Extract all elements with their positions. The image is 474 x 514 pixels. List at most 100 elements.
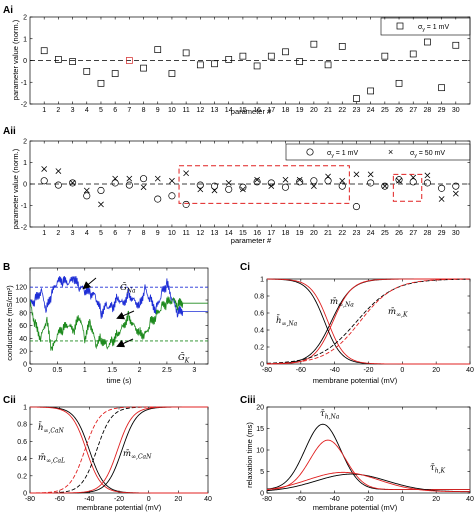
aii-point-cross bbox=[69, 180, 76, 186]
ai-point bbox=[40, 47, 48, 55]
ci-ytick-label: 1 bbox=[260, 277, 264, 284]
ci-xtick-label: 0 bbox=[400, 367, 404, 374]
aii-xtick-label: 21 bbox=[324, 230, 332, 237]
aii-xtick-label: 27 bbox=[409, 230, 417, 237]
ai-ytick-label: 0 bbox=[23, 58, 27, 65]
aii-ytick-label: -2 bbox=[21, 225, 27, 232]
cii-curve-3 bbox=[29, 406, 208, 494]
ai-point bbox=[55, 56, 62, 63]
ai-point bbox=[282, 48, 289, 56]
aii-xtick-label: 6 bbox=[113, 230, 117, 237]
aii-xtick-label: 18 bbox=[282, 230, 290, 237]
ci-axes: -80 -60 -40 -20 0 20 40 0 0.2 0.4 0.6 0.8 1 bbox=[254, 277, 474, 375]
aii-point-cross bbox=[254, 176, 260, 183]
cii-xtick-label: -20 bbox=[114, 496, 124, 503]
ai-legend: σy = 1 mV bbox=[380, 17, 471, 36]
aii-xtick-label: 15 bbox=[239, 230, 247, 237]
b-ytick-label: 120 bbox=[15, 285, 27, 292]
aii-point-circle bbox=[83, 192, 91, 200]
ai-point bbox=[296, 58, 304, 65]
b-xtick-label: 1.5 bbox=[107, 367, 117, 374]
ai-xtick-label: 25 bbox=[381, 107, 389, 114]
aii-point-cross bbox=[183, 170, 190, 177]
aii-point-cross bbox=[98, 201, 104, 208]
aii-ytick-label: 2 bbox=[23, 139, 27, 146]
cii-ytick-label: 0.4 bbox=[17, 456, 27, 463]
aii-point-cross bbox=[225, 180, 232, 186]
ciii-xtick-label: 40 bbox=[466, 496, 474, 503]
ciii-xtick-label: -80 bbox=[262, 496, 272, 503]
aii-xtick-label: 26 bbox=[395, 230, 403, 237]
aii-point-circle bbox=[409, 178, 417, 186]
aii-xtick-label: 13 bbox=[211, 230, 219, 237]
aii-point-cross bbox=[367, 171, 374, 178]
b-label-gna: ḠNa bbox=[120, 281, 136, 295]
ciii-xtick-label: -60 bbox=[296, 496, 306, 503]
b-arrow-3 bbox=[116, 338, 134, 348]
aii-xtick-label: 23 bbox=[353, 230, 361, 237]
ai-point bbox=[225, 56, 233, 63]
ciii-ytick-label: 10 bbox=[256, 448, 264, 455]
b-trace-k bbox=[29, 296, 208, 351]
ai-point bbox=[111, 70, 119, 77]
ai-xtick-label: 27 bbox=[409, 107, 417, 114]
aii-point-cross bbox=[339, 177, 346, 184]
cii-xtick-label: 20 bbox=[174, 496, 182, 503]
ai-point bbox=[168, 70, 176, 77]
aii-point-circle bbox=[210, 182, 219, 190]
ai-xtick-label: 23 bbox=[353, 107, 361, 114]
aii-point-cross bbox=[410, 174, 417, 181]
ai-point bbox=[409, 50, 417, 58]
aii-xtick-label: 25 bbox=[381, 230, 389, 237]
aii-ytick-label: -1 bbox=[21, 203, 27, 210]
ai-xtick-label: 28 bbox=[424, 107, 432, 114]
ai-xtick-label: 15 bbox=[239, 107, 247, 114]
ai-xtick-label: 29 bbox=[438, 107, 446, 114]
b-trace-na bbox=[29, 275, 208, 319]
panel-label-cii: Cii bbox=[3, 395, 16, 406]
aii-xtick-label: 19 bbox=[296, 230, 304, 237]
aii-point-circle bbox=[139, 175, 148, 183]
aii-point-cross bbox=[282, 176, 289, 183]
aii-xlabel: parameter # bbox=[231, 236, 272, 245]
b-frame bbox=[29, 267, 209, 365]
ai-point bbox=[267, 52, 275, 60]
cii-axes: -80 -60 -40 -20 0 20 40 0 0.2 0.4 0.6 0.8 1 bbox=[17, 405, 212, 504]
aii-highlight-box bbox=[178, 165, 350, 204]
ai-xtick-label: 12 bbox=[196, 107, 204, 114]
b-xlabel: time (s) bbox=[107, 376, 133, 385]
aii-point-circle bbox=[423, 179, 431, 187]
ai-xtick-label: 14 bbox=[225, 107, 233, 114]
aii-point-cross bbox=[381, 183, 388, 190]
b-ytick-label: 60 bbox=[19, 323, 27, 330]
ciii-xtick-label: 0 bbox=[400, 496, 404, 503]
aii-point-circle bbox=[182, 200, 190, 208]
ai-point bbox=[154, 46, 162, 53]
ai-xtick-label: 11 bbox=[182, 107, 189, 114]
panel-label-ci: Ci bbox=[240, 262, 250, 273]
b-axes: 0 0.5 1 1.5 2 2.5 3 0 20 40 60 80 100 120 bbox=[15, 267, 209, 374]
cii-xlabel: membrane potential (mV) bbox=[77, 503, 162, 512]
cii-frame bbox=[29, 406, 209, 494]
aii-point-cross bbox=[310, 183, 317, 190]
aii-point-circle bbox=[97, 186, 105, 195]
aii-point-circle bbox=[196, 181, 204, 189]
aii-point-circle bbox=[381, 182, 389, 190]
ci-ytick-label: 0.8 bbox=[254, 294, 264, 301]
b-ylabel: conductance (mS/cm²) bbox=[5, 285, 14, 361]
ciii-label-tau-k: τ̄h,K bbox=[430, 463, 445, 475]
ai-xtick-label: 3 bbox=[71, 107, 75, 114]
aii-point-cross bbox=[112, 175, 119, 182]
aii-xtick-label: 7 bbox=[127, 230, 131, 237]
ai-point bbox=[211, 60, 218, 68]
ai-xtick-label: 13 bbox=[211, 107, 219, 114]
b-ytick-label: 0 bbox=[23, 362, 27, 369]
aii-point-circle bbox=[367, 179, 375, 187]
b-label-gk: ḠK bbox=[178, 351, 190, 365]
ci-xtick-label: -40 bbox=[330, 367, 340, 374]
b-xtick-label: 0.5 bbox=[53, 367, 63, 374]
ai-ytick-label: 2 bbox=[23, 15, 27, 22]
ciii-xtick-label: 20 bbox=[432, 496, 440, 503]
aii-ylabel: parameter value (norm.) bbox=[11, 148, 20, 229]
